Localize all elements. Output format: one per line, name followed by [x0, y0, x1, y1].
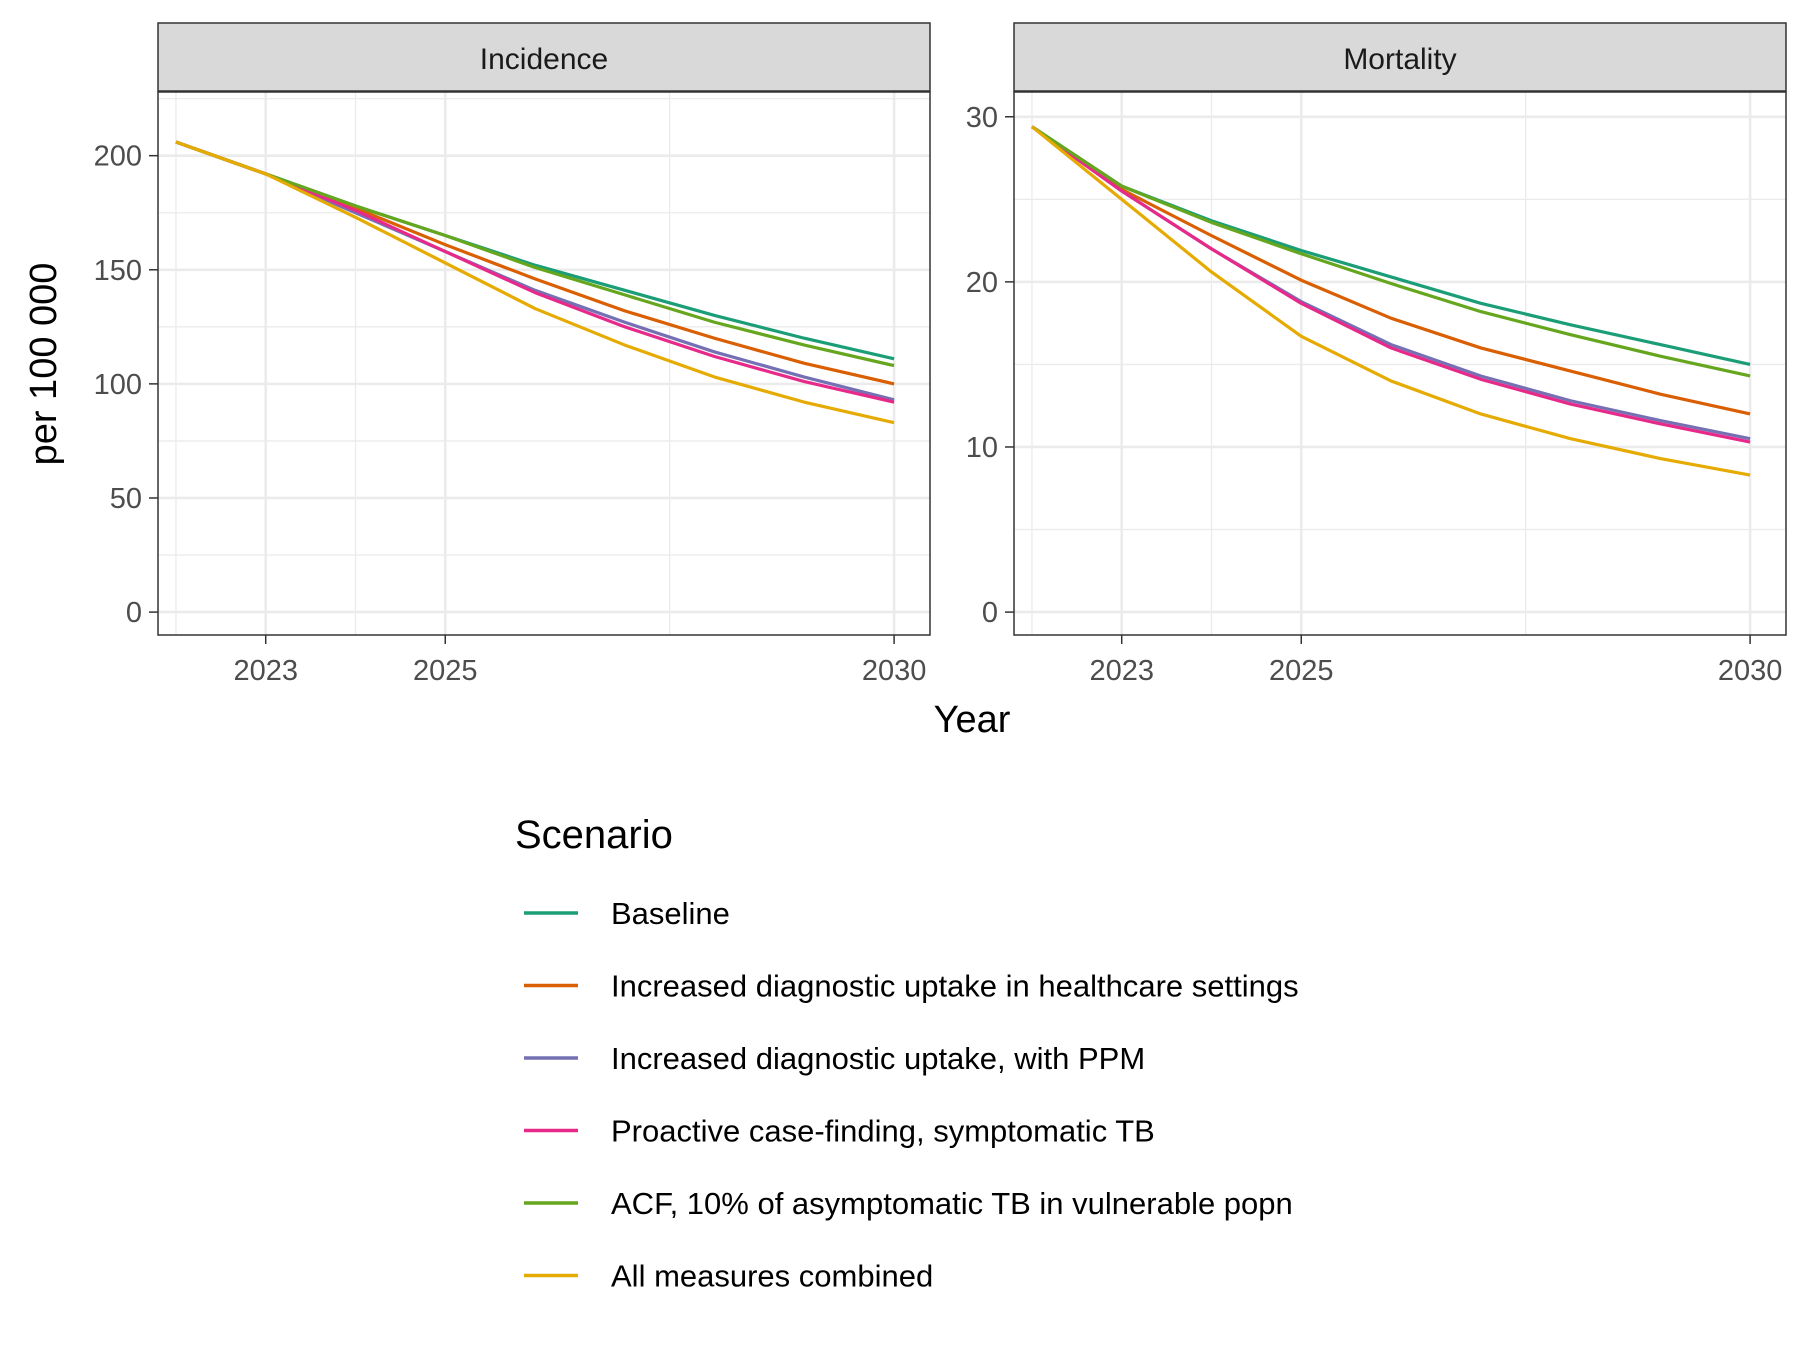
legend-item: Proactive case-finding, symptomatic TB	[524, 1114, 1155, 1149]
legend-items: Baseline Increased diagnostic uptake in h…	[524, 896, 1299, 1294]
x-axis-title: Year	[934, 699, 1011, 741]
series-line-acf-10-of-asymptomatic-tb-in-vulnerable-popn	[175, 140, 895, 368]
y-axis-title: per 100 000	[23, 263, 65, 466]
series-line-increased-diagnostic-uptake-in-healthcare-settings	[1031, 125, 1751, 416]
y-tick-label: 30	[966, 102, 998, 134]
y-axis: 0 10 20 30	[966, 102, 1014, 629]
legend-item: Increased diagnostic uptake in healthcar…	[524, 969, 1299, 1004]
panel-title: Incidence	[480, 43, 608, 76]
y-tick-label: 20	[966, 267, 998, 299]
x-tick-label: 2023	[233, 655, 298, 687]
legend-title: Scenario	[515, 813, 673, 857]
y-tick-label: 100	[94, 369, 142, 401]
gridlines	[1014, 92, 1786, 635]
panel-incidence: Incidence 0 50 100 150 200 2023 2025 2030	[94, 22, 931, 687]
panel-background	[158, 92, 930, 635]
y-axis: 0 50 100 150 200	[94, 141, 158, 629]
legend: Scenario Baseline Increased diagnostic up…	[515, 813, 1299, 1294]
y-tick-label: 150	[94, 255, 142, 287]
legend-item: Baseline	[524, 896, 730, 931]
y-tick-label: 50	[110, 483, 142, 515]
legend-label: Proactive case-finding, symptomatic TB	[611, 1114, 1155, 1149]
legend-item: ACF, 10% of asymptomatic TB in vulnerabl…	[524, 1186, 1293, 1221]
panel-title: Mortality	[1343, 43, 1456, 76]
panel-background	[1014, 92, 1786, 635]
panel-border	[157, 91, 931, 636]
strip-background	[1013, 22, 1787, 92]
x-tick-label: 2025	[413, 655, 478, 687]
series-line-all-measures-combined	[175, 140, 895, 425]
x-tick-label: 2030	[1718, 655, 1783, 687]
y-tick-label: 0	[126, 597, 142, 629]
gridlines	[158, 92, 930, 635]
series-line-proactive-case-finding-symptomatic-tb	[1031, 125, 1751, 444]
legend-label: ACF, 10% of asymptomatic TB in vulnerabl…	[611, 1186, 1293, 1221]
series-line-acf-10-of-asymptomatic-tb-in-vulnerable-popn	[1031, 125, 1751, 378]
strip-background	[157, 22, 931, 92]
x-axis: 2023 2025 2030	[233, 635, 926, 687]
y-tick-label: 10	[966, 432, 998, 464]
x-axis: 2023 2025 2030	[1089, 635, 1782, 687]
legend-label: Baseline	[611, 896, 730, 931]
legend-label: Increased diagnostic uptake, with PPM	[611, 1041, 1145, 1076]
y-tick-label: 200	[94, 141, 142, 173]
series-lines	[175, 140, 895, 425]
y-tick-label: 0	[982, 597, 998, 629]
x-tick-label: 2030	[862, 655, 927, 687]
panel-border	[1013, 91, 1787, 636]
legend-label: All measures combined	[611, 1259, 933, 1294]
legend-item: Increased diagnostic uptake, with PPM	[524, 1041, 1145, 1076]
legend-item: All measures combined	[524, 1259, 933, 1294]
series-line-all-measures-combined	[1030, 125, 1751, 477]
series-lines	[1030, 125, 1751, 477]
x-tick-label: 2025	[1269, 655, 1334, 687]
legend-label: Increased diagnostic uptake in healthcar…	[611, 969, 1299, 1004]
x-tick-label: 2023	[1089, 655, 1154, 687]
